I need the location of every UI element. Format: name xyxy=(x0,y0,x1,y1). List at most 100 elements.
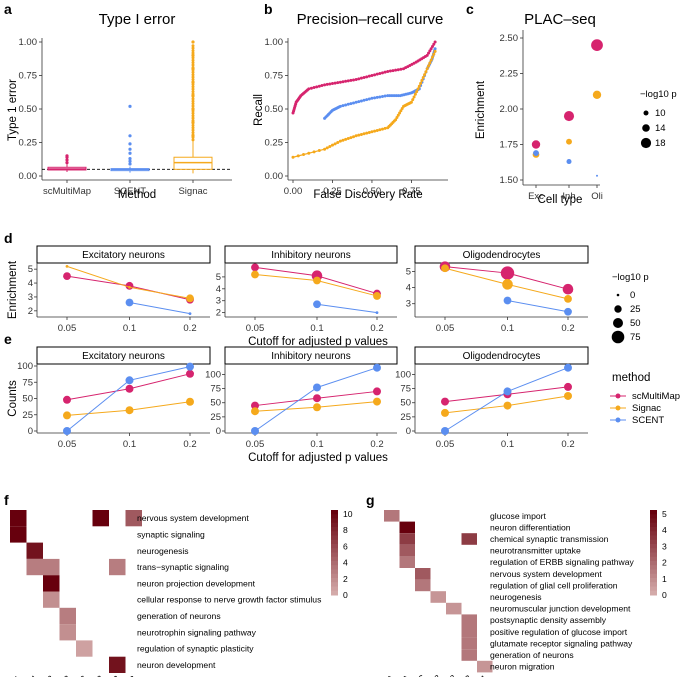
color-scale-step-f xyxy=(331,518,338,524)
facet-y-tick-label-e: 100 xyxy=(17,361,33,372)
facet-strip-d xyxy=(414,245,589,264)
series-point-Signac xyxy=(307,151,311,155)
heatmap-row-label-g: glutamate receptor signaling pathway xyxy=(490,638,633,648)
outlier-point xyxy=(191,49,195,53)
facet-point-scMultiMap xyxy=(63,272,71,281)
outlier-point xyxy=(191,138,195,142)
facet-strip-e xyxy=(414,346,589,365)
facet-x-tick-label-d: 0.2 xyxy=(370,323,383,334)
facet-y-tick-label-d: 4 xyxy=(216,284,221,295)
series-point-Signac xyxy=(417,84,421,88)
series-point-Signac xyxy=(330,143,334,147)
facet-y-tick-label-e: 50 xyxy=(210,398,221,409)
color-scale-step-f xyxy=(331,556,338,562)
color-scale-step-g xyxy=(650,578,657,583)
color-scale-tick-g: 1 xyxy=(662,574,667,584)
color-scale-tick-f: 6 xyxy=(343,541,348,551)
x-tick-label-b: 0.25 xyxy=(323,186,342,197)
heatmap-row-label-g: neuron differentiation xyxy=(490,522,571,532)
size-legend-title-c: −log10 p xyxy=(640,89,677,100)
y-tick-label-c: 2.25 xyxy=(500,69,519,80)
facet-point-Signac xyxy=(186,294,194,303)
series-point-scMultiMap xyxy=(432,42,436,46)
heatmap-col-label-f: TCF4 xyxy=(17,673,39,677)
color-scale-step-g xyxy=(650,522,657,528)
color-scale-step-f xyxy=(331,561,338,566)
facet-y-tick-label-e: 75 xyxy=(210,384,221,395)
facet-point-SCENT xyxy=(375,311,379,315)
facet-y-tick-label-e: 0 xyxy=(406,426,411,437)
series-point-Signac xyxy=(317,149,321,153)
facet-line-SCENT xyxy=(507,299,569,313)
y-axis-label-c: Enrichment xyxy=(475,80,487,139)
heatmap-col-label-f: ZEB1 xyxy=(0,673,22,677)
size-legend-value-d: 50 xyxy=(630,318,641,329)
facet-point-scMultiMap xyxy=(313,394,321,403)
color-scale-step-g xyxy=(650,586,657,592)
outlier-point xyxy=(191,104,195,108)
outlier-point xyxy=(191,126,195,130)
series-point-scMultiMap xyxy=(307,87,311,91)
series-point-SCENT xyxy=(394,94,398,98)
series-point-Signac xyxy=(400,107,404,111)
series-point-SCENT xyxy=(380,94,384,98)
series-point-scMultiMap xyxy=(427,51,431,55)
facet-point-SCENT xyxy=(125,298,134,307)
facet-title-e: Inhibitory neurons xyxy=(271,351,351,362)
series-point-Signac xyxy=(398,111,402,115)
facet-point-SCENT xyxy=(313,383,321,392)
heatmap-row-label-g: positive regulation of glucose import xyxy=(490,627,628,637)
heatmap-row-label-g: glucose import xyxy=(490,511,546,521)
series-point-scMultiMap xyxy=(354,78,358,82)
facet-point-scMultiMap xyxy=(441,397,449,406)
series-point-Signac xyxy=(370,130,374,134)
facet-y-tick-label-e: 75 xyxy=(400,384,411,395)
color-scale-step-g xyxy=(650,561,657,566)
outlier-point xyxy=(191,78,195,82)
size-legend-value: 18 xyxy=(655,138,666,149)
series-point-Signac xyxy=(421,76,425,80)
outlier-point xyxy=(191,133,195,137)
method-legend-dot xyxy=(615,417,621,423)
heatmap-cell-f xyxy=(43,558,60,576)
facet-point-Signac xyxy=(313,276,321,285)
facet-point-SCENT xyxy=(564,307,572,316)
series-point-scMultiMap xyxy=(399,67,403,71)
point-SCENT xyxy=(533,150,539,156)
facet-y-tick-label-d: 3 xyxy=(216,296,221,307)
series-point-Signac xyxy=(412,95,416,99)
heatmap-cell-f xyxy=(92,510,109,527)
series-point-Signac xyxy=(328,145,332,149)
series-point-SCENT xyxy=(386,94,390,98)
outlier-point xyxy=(191,106,195,110)
facet-x-tick-label-e: 0.05 xyxy=(58,439,77,450)
x-tick-label-a: scMultiMap xyxy=(43,186,91,197)
color-scale-step-g xyxy=(650,582,657,587)
series-point-Signac xyxy=(349,136,353,140)
facet-point-Signac xyxy=(251,407,259,416)
color-scale-step-f xyxy=(331,510,338,515)
heatmap-cell-g xyxy=(384,510,400,522)
outlier-point xyxy=(128,134,132,138)
y-tick-label-b: 0.00 xyxy=(265,171,284,182)
heatmap-cell-f xyxy=(59,607,76,625)
outlier-point xyxy=(191,116,195,120)
series-point-SCENT xyxy=(357,100,361,104)
facet-point-Signac xyxy=(441,408,449,417)
series-point-scMultiMap xyxy=(375,72,379,76)
color-scale-step-f xyxy=(331,535,338,541)
facet-y-tick-label-e: 50 xyxy=(400,398,411,409)
series-point-Signac xyxy=(302,153,306,157)
series-point-Signac xyxy=(425,67,429,71)
series-line-Signac xyxy=(292,51,436,158)
series-point-scMultiMap xyxy=(336,81,340,85)
series-point-Signac xyxy=(378,128,382,132)
color-scale-step-g xyxy=(650,552,657,558)
facet-point-Signac xyxy=(502,279,513,290)
facet-y-tick-label-e: 50 xyxy=(22,394,33,405)
outlier-point xyxy=(191,102,195,106)
heatmap-cell-g xyxy=(461,649,477,661)
series-point-Signac xyxy=(420,78,424,82)
panel-label-g: g xyxy=(366,492,375,508)
point-scMultiMap xyxy=(591,39,603,51)
